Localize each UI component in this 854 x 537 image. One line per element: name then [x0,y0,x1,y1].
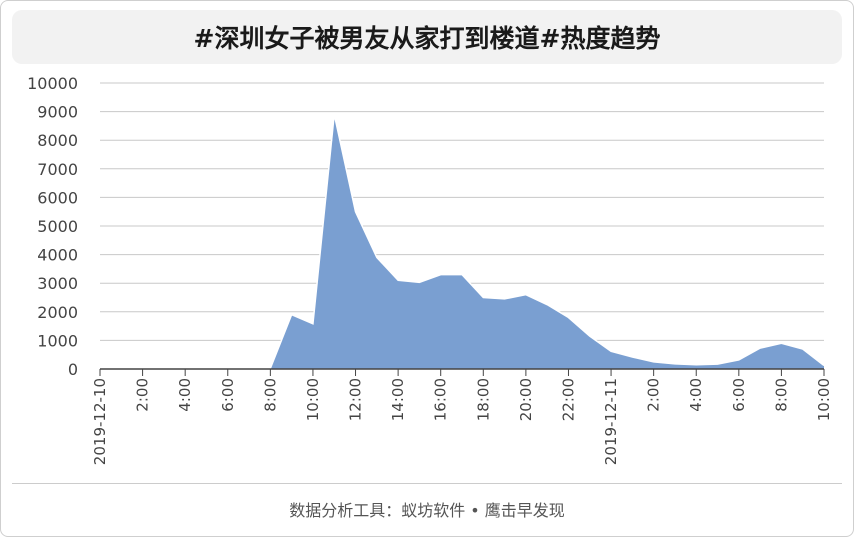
y-tick-label: 8000 [37,131,78,150]
y-tick-label: 10000 [27,74,78,93]
y-tick-label: 7000 [37,160,78,179]
x-tick-label: 4:00 [176,378,194,412]
x-tick-label: 6:00 [219,378,237,412]
area-fill [100,114,824,370]
x-tick-label: 2019-12-11 [602,378,620,465]
y-tick-label: 6000 [37,188,78,207]
page-title: #深圳女子被男友从家打到楼道#热度趋势 [193,24,661,53]
x-tick-label: 22:00 [559,378,577,421]
x-tick-label: 10:00 [304,378,322,421]
area-series [100,114,825,370]
footer-divider [12,483,842,484]
y-tick-label: 3000 [37,274,78,293]
x-tick-label: 12:00 [347,378,365,421]
x-axis: 2019-12-10 2:00 4:00 6:00 8:00 10:00 12:00 14:0… [91,368,833,465]
y-tick-label: 1000 [37,331,78,350]
x-tick-label: 16:00 [432,378,450,421]
y-tick-label: 5000 [37,217,78,236]
x-tick-label: 4:00 [687,378,705,412]
y-tick-label: 4000 [37,246,78,265]
x-tick-label: 6:00 [730,378,748,412]
y-tick-label: 0 [68,360,78,379]
x-tick-label: 8:00 [772,378,790,412]
title-bar: #深圳女子被男友从家打到楼道#热度趋势 [12,10,842,64]
x-tick-label: 2:00 [134,378,152,412]
x-tick-label: 2019-12-10 [91,378,109,465]
x-tick-label: 20:00 [517,378,535,421]
y-tick-label: 9000 [37,103,78,122]
y-axis-ticks: 0 1000 2000 3000 4000 5000 6000 7000 8000 9000 100… [27,74,78,379]
x-tick-label: 2:00 [645,378,663,412]
x-tick-label: 14:00 [389,378,407,421]
data-source: 数据分析工具：蚁坊软件 • 鹰击早发现 [289,501,565,520]
x-tick-label: 10:00 [815,378,833,421]
x-tick-label: 8:00 [261,378,279,412]
x-tick-label: 18:00 [474,378,492,421]
y-tick-label: 2000 [37,303,78,322]
